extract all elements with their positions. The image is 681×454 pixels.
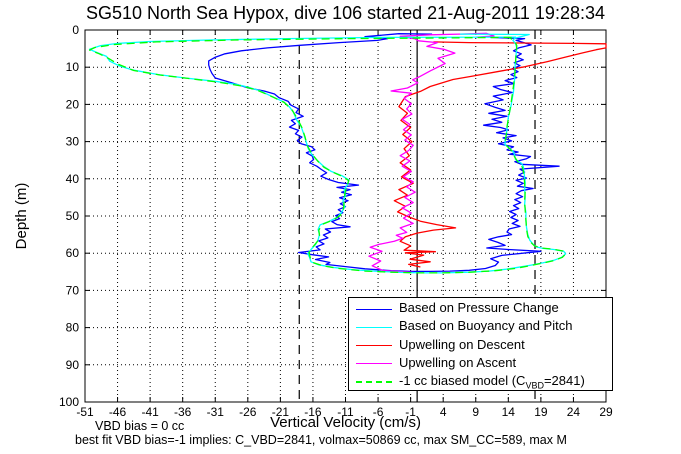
x-tick-label: -31	[207, 405, 225, 419]
x-tick-label: -46	[109, 405, 127, 419]
x-tick-label: -51	[76, 405, 94, 419]
x-tick-label: -21	[272, 405, 290, 419]
x-tick-label: -26	[239, 405, 257, 419]
series-line-upwelling_descent	[393, 41, 607, 268]
y-tick-label: 80	[66, 321, 80, 335]
y-tick-label: 40	[66, 172, 80, 186]
legend-label: Based on Pressure Change	[399, 300, 559, 316]
x-tick-label: -11	[337, 405, 354, 419]
x-axis-label: Vertical Velocity (cm/s)	[270, 414, 421, 431]
legend-line-icon	[356, 326, 392, 328]
x-tick-label: -6	[373, 405, 384, 419]
y-tick-label: 30	[66, 135, 80, 149]
best-fit-annotation: best fit VBD bias=-1 implies: C_VBD=2841…	[75, 433, 567, 447]
legend-label: Based on Buoyancy and Pitch	[399, 318, 573, 334]
series-line-biased_model	[88, 36, 567, 274]
y-tick-label: 60	[66, 246, 80, 260]
legend-label: -1 cc biased model (C	[399, 373, 526, 389]
legend-line-icon	[356, 363, 392, 365]
plot-border	[84, 29, 607, 403]
y-tick-label: 50	[66, 209, 80, 223]
legend-item-buoyancy-pitch: Based on Buoyancy and Pitch	[349, 318, 612, 336]
y-tick-label: 100	[59, 395, 79, 409]
legend-label-post: =2841)	[543, 373, 585, 389]
y-tick-label: 90	[66, 358, 80, 372]
x-tick-label: 14	[502, 405, 516, 419]
legend-dashed-line-icon	[356, 380, 392, 383]
legend-line-icon	[356, 308, 392, 310]
legend-label-sub: VBD	[525, 380, 544, 391]
y-tick-label: 0	[72, 23, 79, 37]
legend-item-upwelling-ascent: Upwelling on Ascent	[349, 355, 612, 373]
y-tick-label: 10	[66, 60, 80, 74]
vbd-bias-annotation: VBD bias = 0 cc	[95, 419, 185, 433]
legend-label: Upwelling on Ascent	[399, 354, 517, 370]
x-tick-label: 24	[567, 405, 581, 419]
legend: Based on Pressure Change Based on Buoyan…	[348, 297, 613, 391]
y-tick-label: 70	[66, 283, 80, 297]
x-tick-label: 29	[599, 405, 613, 419]
x-tick-label: 9	[472, 405, 479, 419]
y-axis-label: Depth (m)	[13, 182, 30, 250]
x-tick-label: -16	[304, 405, 322, 419]
x-tick-label: -1	[405, 405, 416, 419]
series-line-upwelling_ascent	[368, 32, 495, 274]
x-tick-label: -36	[174, 405, 192, 419]
legend-item-pressure-change: Based on Pressure Change	[349, 300, 612, 318]
legend-item-biased-model: -1 cc biased model (CVBD=2841)	[349, 373, 612, 391]
y-tick-label: 20	[66, 97, 80, 111]
x-tick-label: -41	[141, 405, 159, 419]
legend-item-upwelling-descent: Upwelling on Descent	[349, 336, 612, 354]
x-tick-label: 4	[440, 405, 447, 419]
series-line-pressure_change	[208, 33, 560, 273]
legend-line-icon	[356, 344, 392, 346]
legend-label: Upwelling on Descent	[399, 336, 525, 352]
chart-title: SG510 North Sea Hypox, dive 106 started …	[85, 3, 605, 23]
x-tick-label: 19	[534, 405, 548, 419]
